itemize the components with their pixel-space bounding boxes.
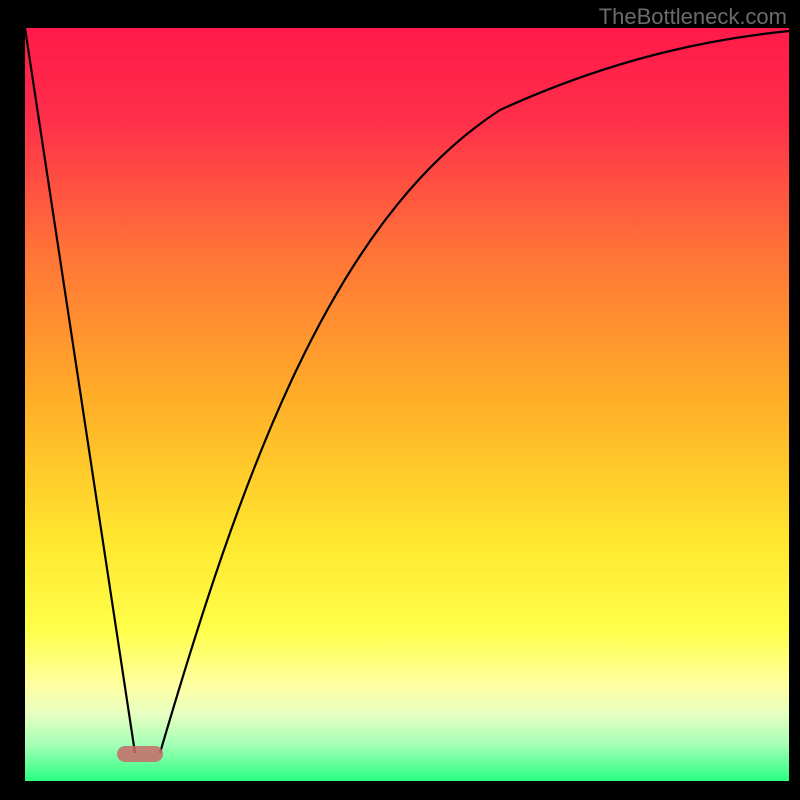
watermark-text: TheBottleneck.com <box>599 4 787 30</box>
chart-area <box>25 28 789 781</box>
bottleneck-curve <box>25 28 789 781</box>
curve-path <box>25 28 789 753</box>
optimal-marker <box>117 746 163 762</box>
